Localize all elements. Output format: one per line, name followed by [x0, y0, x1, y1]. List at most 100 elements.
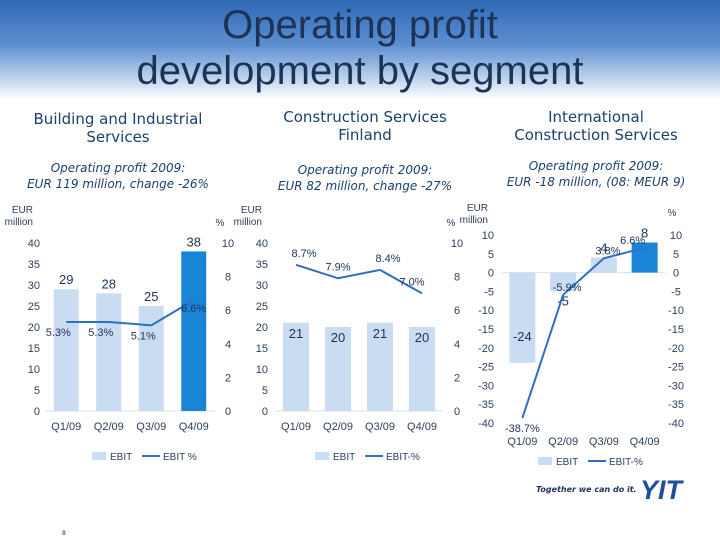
y-axis-label: EUR [467, 203, 488, 214]
bar-value-label: 8 [641, 226, 648, 241]
y2-tick-label: -15 [668, 324, 684, 336]
segment-title-line: Construction Services [283, 108, 447, 126]
ebit-bar [409, 327, 435, 411]
pct-value-label: 5.3% [88, 327, 113, 339]
y2-tick-label: -40 [668, 418, 684, 430]
y-tick-label: -40 [478, 418, 494, 430]
segment-subtitle-line: EUR -18 million, (08: MEUR 9) [506, 175, 686, 189]
bar-value-label: 20 [331, 330, 345, 345]
pct-value-label: 8.4% [375, 253, 400, 265]
bar-value-label: 21 [373, 326, 387, 341]
y-tick-label: 10 [28, 364, 40, 376]
yit-logo: YIT [640, 475, 685, 505]
y2-tick-label: 6 [225, 305, 231, 317]
x-tick-label: Q1/09 [507, 436, 537, 448]
segment-subtitle-international: Operating profit 2009: EUR -18 million, … [494, 158, 698, 190]
y2-tick-label: -30 [668, 380, 684, 392]
segment-title-line: Construction Services [514, 126, 678, 144]
legend-label: EBIT-% [609, 457, 643, 468]
ebit-bar [181, 251, 207, 411]
ebit-bar [550, 272, 577, 292]
ebit-bar [590, 257, 617, 273]
y2-tick-label: 2 [225, 372, 231, 384]
y2-tick-label: 4 [225, 339, 231, 351]
page-title: Operating profit development by segment [60, 2, 660, 94]
y-tick-label: -5 [484, 286, 494, 298]
bar-value-label: 21 [289, 326, 303, 341]
segment-title-line: Finland [338, 126, 392, 144]
y-tick-label: 35 [256, 259, 268, 271]
y2-tick-label: 10 [670, 230, 682, 242]
logo-text: YIT [640, 475, 685, 505]
segment-title-line: International [548, 108, 644, 126]
y-tick-label: 0 [262, 406, 268, 418]
x-tick-label: Q1/09 [51, 421, 81, 433]
bar-value-label: 20 [415, 330, 429, 345]
x-tick-label: Q1/09 [281, 421, 311, 433]
y-tick-label: -30 [478, 380, 494, 392]
ebit-bar [53, 289, 79, 411]
segment-title-international: International Construction Services [494, 108, 698, 144]
y-tick-label: 40 [28, 238, 40, 250]
y-tick-label: 5 [34, 385, 40, 397]
bar-value-label: 28 [102, 276, 116, 291]
y-tick-label: 25 [28, 301, 40, 313]
segment-title-line: Services [86, 128, 150, 146]
ebit-bar [96, 293, 122, 411]
y-tick-label: 30 [256, 280, 268, 292]
bar-value-label: 38 [187, 234, 201, 249]
y2-tick-label: 10 [222, 238, 234, 250]
legend-bar-swatch [92, 452, 106, 460]
y-tick-label: 0 [488, 268, 494, 280]
segment-title-finland: Construction Services Finland [260, 108, 470, 144]
segment-title-line: Building and Industrial [33, 110, 203, 128]
legend-bar-swatch [538, 457, 552, 465]
ebit-pct-line [295, 263, 423, 295]
pct-value-label: 7.0% [399, 276, 424, 288]
y2-tick-label: 5 [673, 249, 679, 261]
y2-tick-label: 10 [451, 238, 463, 250]
y-tick-label: 25 [256, 301, 268, 313]
ebit-pct-line [66, 299, 195, 327]
pct-value-label: 5.3% [46, 327, 71, 339]
segment-subtitle-finland: Operating profit 2009: EUR 82 million, c… [258, 162, 472, 194]
ebit-bar [283, 322, 309, 411]
y2-tick-label: -10 [668, 305, 684, 317]
y2-tick-label: 0 [673, 268, 679, 280]
y-axis-label: million [5, 217, 33, 228]
y-axis-label: million [234, 217, 262, 228]
y2-tick-label: 6 [454, 305, 460, 317]
bar-value-label: 25 [144, 289, 158, 304]
y2-tick-label: -20 [668, 343, 684, 355]
page-number: 8 [62, 530, 66, 537]
segment-subtitle-line: Operating profit 2009: [297, 163, 433, 177]
y2-axis-label: % [216, 218, 225, 229]
y-axis-label: EUR [12, 205, 33, 216]
y2-axis-label: % [668, 208, 677, 219]
y-tick-label: 5 [488, 249, 494, 261]
y2-tick-label: -25 [668, 362, 684, 374]
x-tick-label: Q3/09 [136, 421, 166, 433]
pct-value-label: 3.8% [595, 245, 620, 257]
bar-value-label: -5 [557, 293, 569, 308]
y-tick-label: 20 [256, 322, 268, 334]
legend-label: EBIT [556, 457, 578, 468]
y-tick-label: -15 [478, 324, 494, 336]
y2-tick-label: -5 [671, 286, 681, 298]
y2-axis-label: % [447, 218, 456, 229]
x-tick-label: Q4/09 [630, 436, 660, 448]
y-tick-label: 10 [256, 364, 268, 376]
pct-value-label: 6.6% [620, 235, 645, 247]
ebit-bar [631, 242, 658, 273]
x-tick-label: Q3/09 [589, 436, 619, 448]
segment-subtitle-line: EUR 82 million, change -27% [277, 179, 453, 193]
y2-tick-label: 8 [454, 272, 460, 284]
bar-value-label: 29 [59, 272, 73, 287]
y-tick-label: 40 [256, 238, 268, 250]
y-tick-label: 5 [262, 385, 268, 397]
y-tick-label: -35 [478, 399, 494, 411]
x-tick-label: Q2/09 [94, 421, 124, 433]
y2-tick-label: 0 [454, 406, 460, 418]
page-title-line-2: development by segment [136, 49, 584, 93]
